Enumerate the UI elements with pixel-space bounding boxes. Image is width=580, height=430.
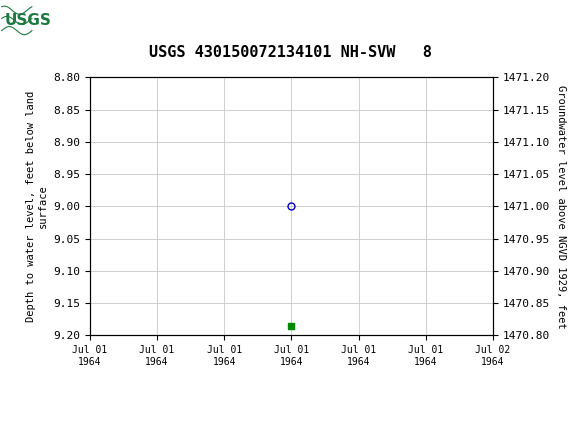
Y-axis label: Groundwater level above NGVD 1929, feet: Groundwater level above NGVD 1929, feet (556, 85, 566, 328)
Bar (2, 2, 71, 39)
Y-axis label: Depth to water level, feet below land
surface: Depth to water level, feet below land su… (26, 91, 48, 322)
Text: USGS 430150072134101 NH-SVW   8: USGS 430150072134101 NH-SVW 8 (148, 45, 432, 60)
Text: USGS: USGS (5, 13, 52, 28)
